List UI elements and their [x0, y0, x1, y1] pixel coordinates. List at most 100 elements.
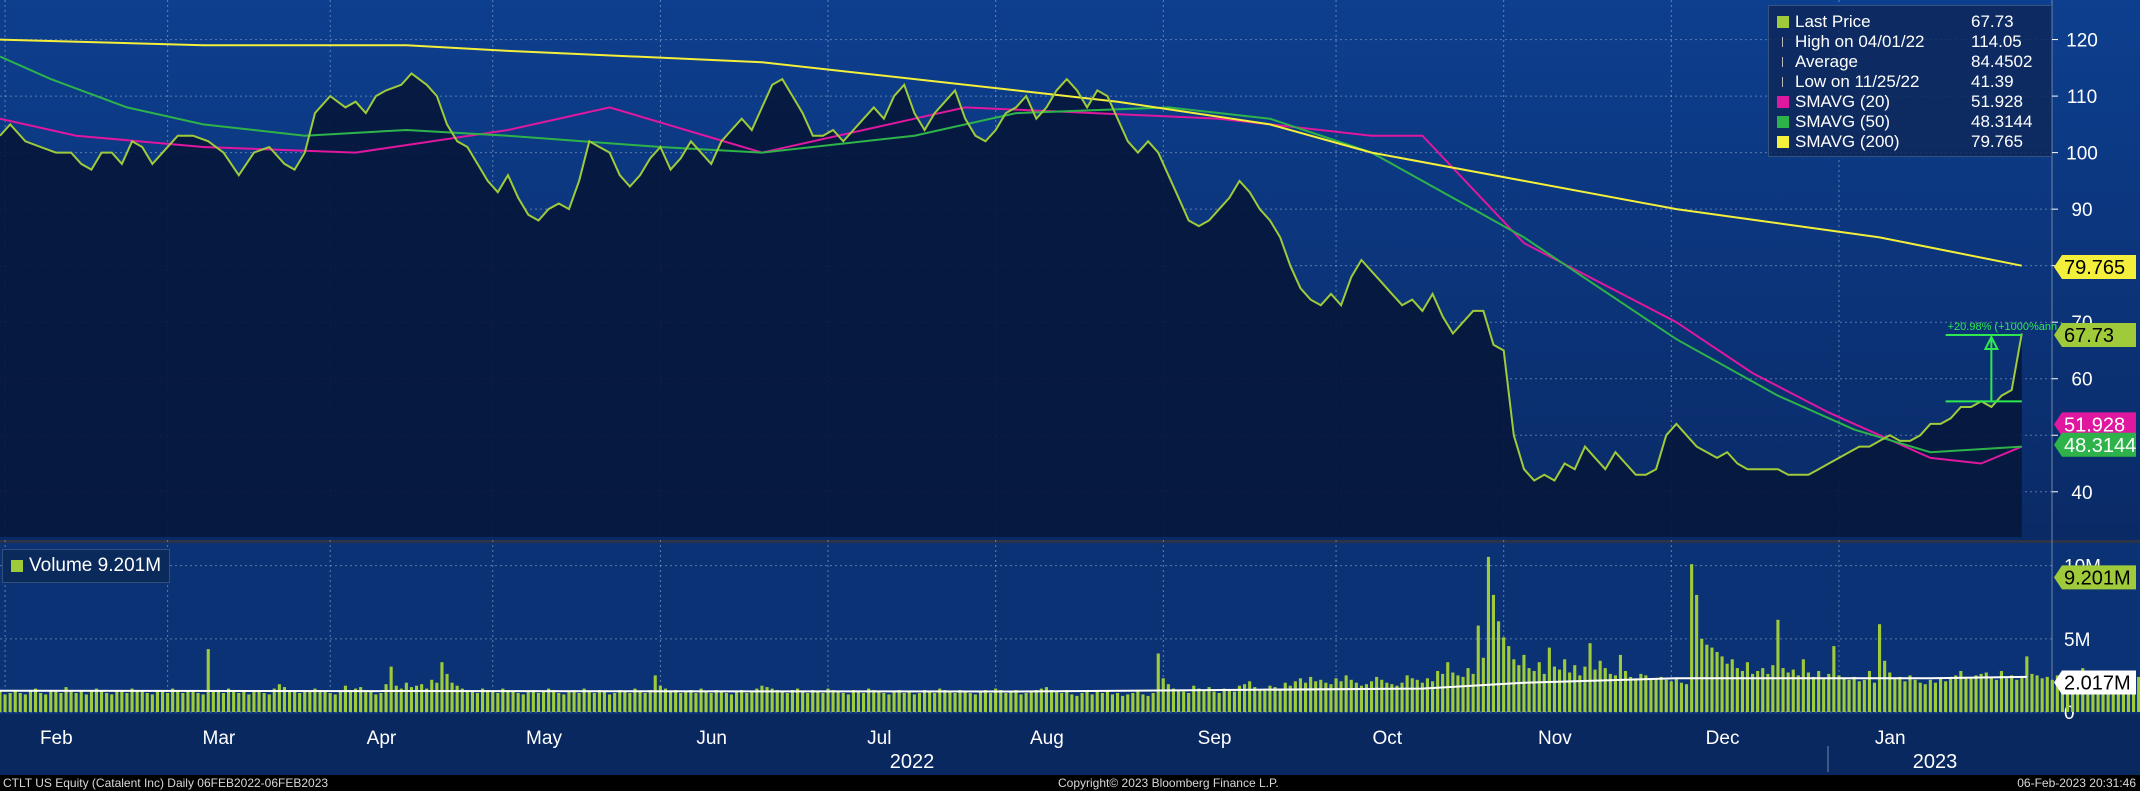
volume-bar	[59, 693, 63, 712]
volume-bar	[120, 691, 124, 712]
volume-bar	[1700, 638, 1704, 712]
volume-bar	[1664, 679, 1668, 712]
volume-bar	[973, 694, 977, 712]
volume-bar	[1720, 656, 1724, 712]
legend-value: 41.39	[1971, 72, 2014, 91]
volume-bar	[628, 693, 632, 712]
volume-bar	[994, 688, 998, 712]
x-tick-label-mar: Mar	[203, 728, 236, 749]
volume-legend: Volume 9.201M	[2, 549, 171, 583]
volume-bar	[2101, 678, 2105, 712]
volume-bar	[465, 690, 469, 712]
volume-bar	[486, 690, 490, 712]
volume-bar	[1999, 671, 2003, 712]
volume-bar	[1883, 660, 1887, 712]
legend-label: Last Price	[1795, 12, 1871, 31]
volume-bar	[1298, 678, 1302, 712]
volume-bar	[1654, 678, 1658, 712]
price-tick-label-90: 90	[2071, 200, 2092, 221]
volume-bar	[862, 693, 866, 712]
volume-bar	[536, 693, 540, 712]
volume-bar	[1497, 621, 1501, 712]
volume-bar	[1766, 673, 1770, 712]
volume-bar	[1456, 675, 1460, 712]
volume-bar	[562, 694, 566, 712]
volume-bar	[1903, 681, 1907, 712]
legend-value: 67.73	[1971, 12, 2014, 31]
volume-bar	[1039, 688, 1043, 712]
volume-bar	[714, 690, 718, 712]
volume-bar	[176, 691, 180, 712]
volume-bar	[796, 688, 800, 712]
volume-bar	[242, 691, 246, 712]
volume-bar	[1273, 687, 1277, 712]
volume-bar	[735, 691, 739, 712]
volume-bar	[1405, 675, 1409, 712]
volume-bar	[181, 693, 185, 712]
volume-bar	[2076, 679, 2080, 712]
volume-bar	[1583, 666, 1587, 712]
volume-bar	[1908, 675, 1912, 712]
volume-bar	[1116, 693, 1120, 712]
volume-bar	[455, 685, 459, 712]
volume-bar	[125, 693, 129, 712]
volume-bar	[729, 694, 733, 712]
volume-bar	[232, 690, 236, 712]
volume-bar	[1309, 676, 1313, 712]
series-line-smavg-50	[0, 55, 2022, 454]
volume-bar	[298, 693, 302, 712]
volume-bar	[1420, 682, 1424, 712]
volume-bar	[1100, 693, 1104, 712]
volume-bar	[1131, 693, 1135, 712]
volume-bar	[1177, 690, 1181, 712]
legend-label: SMAVG (20)	[1795, 92, 1891, 111]
volume-bar	[1344, 675, 1348, 712]
volume-bar	[1715, 652, 1719, 712]
volume-bar	[1202, 690, 1206, 712]
volume-bar	[2050, 679, 2054, 712]
volume-bar	[1786, 672, 1790, 712]
volume-bar	[719, 691, 723, 712]
volume-bar	[74, 693, 78, 712]
volume-bar	[1314, 681, 1318, 712]
volume-bar	[1044, 687, 1048, 712]
volume-bar	[1451, 672, 1455, 712]
volume-bar	[1669, 681, 1673, 712]
volume-bar	[1075, 695, 1079, 712]
volume-bar	[821, 693, 825, 712]
volume-bar	[69, 690, 73, 712]
legend-label: Low on 11/25/22	[1795, 72, 1920, 91]
volume-bar	[2030, 673, 2034, 712]
volume-bar	[1847, 679, 1851, 712]
legend-row: SMAVG (50) 48.3144	[1773, 112, 2047, 132]
volume-bar	[745, 693, 749, 712]
volume-bar	[1324, 682, 1328, 712]
volume-bar	[892, 691, 896, 712]
volume-bar	[2035, 675, 2039, 712]
year-label-2023: 2023	[1913, 751, 1958, 773]
volume-bar	[2045, 676, 2049, 712]
volume-bar	[1806, 672, 1810, 712]
volume-bar	[567, 691, 571, 712]
volume-bar	[663, 688, 667, 712]
volume-bar	[1791, 669, 1795, 712]
volume-bar	[999, 690, 1003, 712]
volume-bar	[1629, 676, 1633, 712]
volume-bar	[161, 690, 165, 712]
volume-bar	[435, 682, 439, 712]
volume-bar	[2116, 679, 2120, 712]
volume-bar	[1380, 679, 1384, 712]
volume-bar	[1410, 678, 1414, 712]
volume-bar	[1613, 675, 1617, 712]
volume-bar	[1466, 668, 1470, 712]
volume-bar	[1019, 694, 1023, 712]
volume-bar	[318, 690, 322, 712]
price-tick-label-100: 100	[2066, 144, 2098, 165]
volume-bar	[1014, 690, 1018, 712]
volume-bar	[1253, 687, 1257, 712]
volume-bar	[1639, 673, 1643, 712]
volume-bar	[1933, 682, 1937, 712]
volume-bar	[475, 693, 479, 712]
volume-bar	[592, 693, 596, 712]
legend-label: Average	[1795, 52, 1859, 71]
